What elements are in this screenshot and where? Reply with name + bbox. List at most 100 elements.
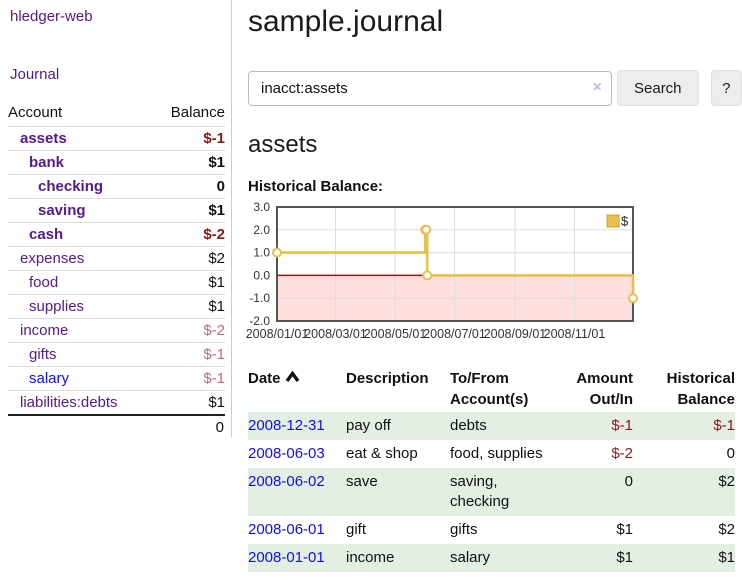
data-point-marker [421,224,432,235]
transaction-description: eat & shop [346,445,418,462]
transaction-row: 2008-06-02 save saving, checking 0 $2 [248,468,735,516]
historical-balance-chart: $3.0 2.0 1.0 0.0 -1.0 -2.0 2008/01/01 2008/03/0… [246,200,742,354]
account-cell: income [8,318,154,343]
account-balance: $-2 [153,222,225,247]
account-row: saving $1 [8,198,225,223]
data-point-marker [272,247,282,258]
account-balance: $-2 [153,318,225,343]
brand-link[interactable]: hledger-web [10,8,93,25]
account-row: cash $-2 [8,222,225,247]
help-button[interactable]: ? [710,70,742,106]
transaction-date-link[interactable]: 2008-06-03 [248,445,325,462]
register-col-balance: Historical Balance [666,370,735,408]
transaction-amount: $1 [616,521,633,538]
main-content: sample.journal × Search ? assets Histori… [246,0,742,572]
account-link-supplies[interactable]: supplies [29,298,85,315]
account-cell: saving [8,198,154,223]
account-row: income $-2 [8,318,225,343]
search-button[interactable]: Search [617,70,699,106]
account-balance: $-1 [153,366,225,391]
transaction-date-cell: 2008-01-01 [248,544,346,572]
transaction-date-link[interactable]: 2008-01-01 [248,549,325,566]
account-link-saving[interactable]: saving [38,202,86,219]
account-row: expenses $2 [8,246,225,271]
y-tick-label: 2.0 [253,223,270,237]
search-form: × Search ? [248,70,742,106]
transaction-row: 2008-06-03 eat & shop food, supplies $-2 0 [248,440,735,468]
transaction-date-link[interactable]: 2008-06-01 [248,521,325,538]
transaction-balance: 0 [726,445,735,462]
transaction-accounts: food, supplies [450,445,543,462]
transaction-amount: $-2 [611,445,633,462]
transaction-balance: $2 [718,473,735,490]
transaction-row: 2008-06-01 gift gifts $1 $2 [248,516,735,544]
accounts-total-row: 0 [8,414,225,439]
account-balance: $1 [153,150,225,175]
accounts-header-row: Account Balance [8,100,225,127]
legend-swatch [606,214,620,228]
transaction-description: save [346,473,378,490]
search-input-wrap: × [248,70,612,106]
account-link-food[interactable]: food [29,274,59,291]
transaction-balance: $1 [718,549,735,566]
account-cell: liabilities:debts [8,390,154,415]
account-link-assets[interactable]: assets [20,130,67,147]
page-title: sample.journal [248,5,444,38]
account-link-cash[interactable]: cash [29,226,64,243]
account-cell: checking [8,174,154,199]
account-link-income[interactable]: income [20,322,69,339]
transaction-balance: $2 [718,521,735,538]
transaction-date-cell: 2008-12-31 [248,412,346,440]
account-row: assets $-1 [8,126,225,151]
transaction-row: 2008-01-01 income salary $1 $1 [248,544,735,572]
clear-search-icon[interactable]: × [592,78,602,96]
account-balance: $1 [153,270,225,295]
transaction-date-cell: 2008-06-03 [248,440,346,468]
register-col-date[interactable]: Date [248,366,346,412]
data-point-marker [422,270,433,281]
balance-chart-svg[interactable]: $3.0 2.0 1.0 0.0 -1.0 -2.02008/01/012008/03/0… [246,200,742,354]
account-balance: $1 [153,390,225,415]
account-link-bank[interactable]: bank [29,154,65,171]
account-link-salary[interactable]: salary [29,370,70,387]
account-row: gifts $-1 [8,342,225,367]
account-link-expenses[interactable]: expenses [20,250,85,267]
x-tick-label: 2008/09/01 [484,327,547,341]
account-cell: expenses [8,246,154,271]
transaction-date-cell: 2008-06-01 [248,516,346,544]
account-heading: assets [248,131,318,158]
transaction-description: income [346,549,395,566]
account-row: bank $1 [8,150,225,175]
accounts-table: Account Balance assets $-1 bank $1 checking 0… [8,100,225,439]
transaction-row: 2008-12-31 pay off debts $-1 $-1 [248,412,735,440]
account-link-checking[interactable]: checking [38,178,104,195]
y-tick-label: 3.0 [253,200,270,214]
account-balance: $1 [153,294,225,319]
account-link-liabilities-debts[interactable]: liabilities:debts [20,394,118,411]
x-tick-label: 2008/01/01 [246,327,309,341]
account-row: food $1 [8,270,225,295]
transaction-date-link[interactable]: 2008-06-02 [248,473,325,490]
transaction-amount: $-1 [611,417,633,434]
transaction-date-cell: 2008-06-02 [248,468,346,516]
x-tick-label: 2008/05/01 [364,327,427,341]
account-row: supplies $1 [8,294,225,319]
transaction-amount: 0 [624,473,633,490]
transaction-description: pay off [346,417,391,434]
account-balance: $-1 [153,126,225,151]
account-row: salary $-1 [8,366,225,391]
sidebar-item-journal[interactable]: Journal [10,66,60,83]
register-col-description: Description [346,370,429,387]
account-balance: $-1 [153,342,225,367]
transaction-accounts: saving, checking [450,473,510,510]
transaction-date-link[interactable]: 2008-12-31 [248,417,325,434]
account-link-gifts[interactable]: gifts [29,346,57,363]
search-input[interactable] [248,70,612,106]
accounts-total-spacer [8,414,154,439]
account-balance: 0 [153,174,225,199]
transaction-accounts: gifts [450,521,478,538]
legend-label: $ [621,214,629,229]
register-header-row: Date Description To/From Account(s) Amou… [248,366,735,412]
account-cell: assets [8,126,154,151]
account-row: liabilities:debts $1 [8,390,225,415]
